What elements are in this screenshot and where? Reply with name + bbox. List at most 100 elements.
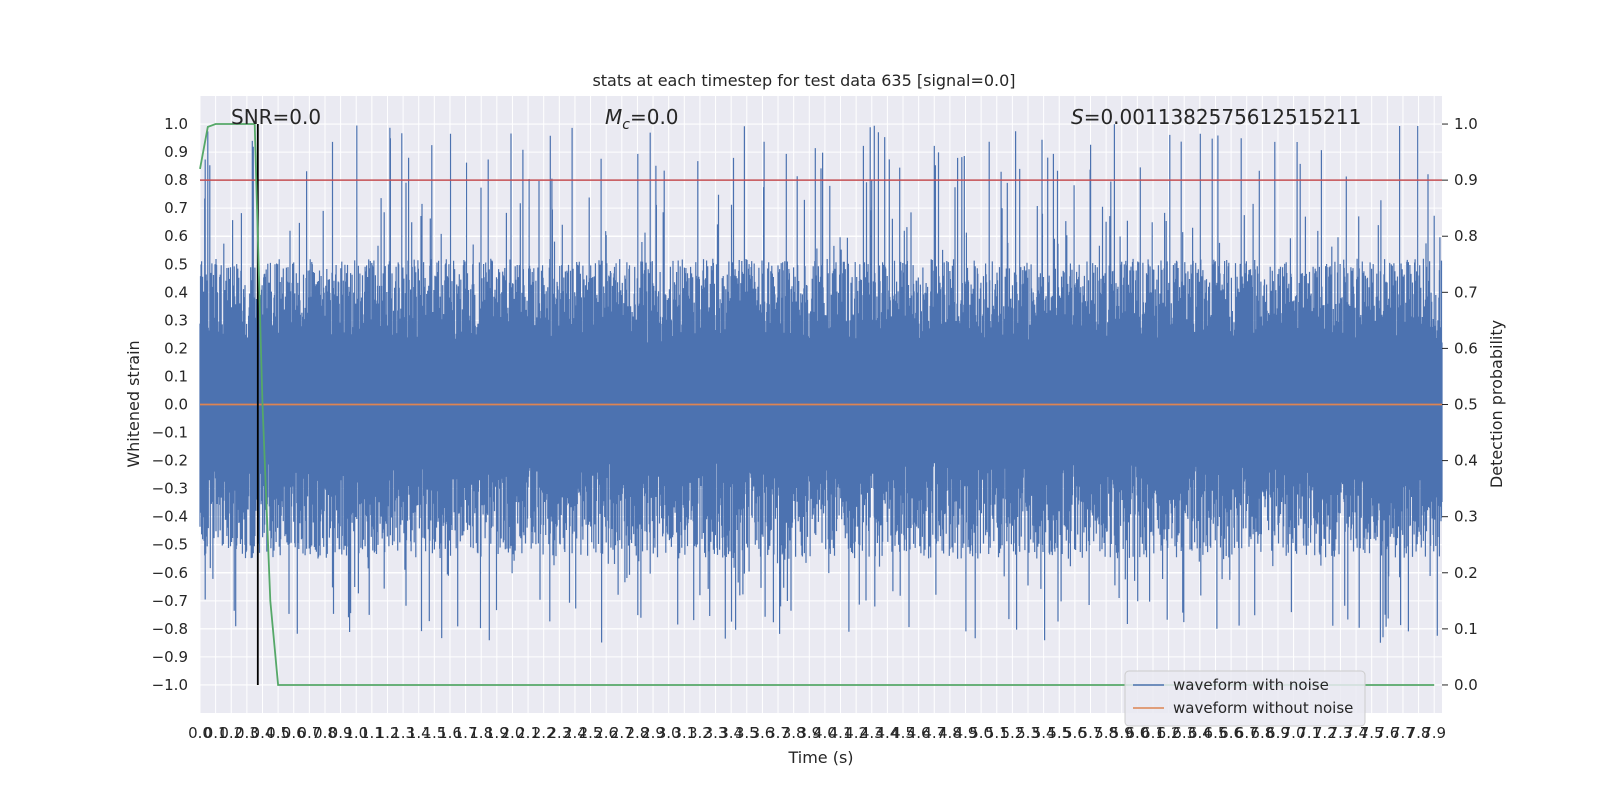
x-tick-label: 5.9 [1110,724,1134,742]
x-tick-label: 7.9 [1422,724,1446,742]
chirp-mass-value: =0.0 [630,105,679,129]
x-tick-label: 0.4 [251,724,275,742]
x-tick-label: 6.4 [1188,724,1212,742]
x-axis-label: Time (s) [787,748,853,767]
x-tick-label: 3.7 [766,724,790,742]
y-tick-label-left: 0.4 [164,283,188,301]
y-tick-labels-right: 1.0 0.9 0.8 0.7 0.6 0.5 0.4 0.3 0.2 0.1 0.0 [1442,115,1478,694]
y-tick-label-right: 0.7 [1454,283,1478,301]
x-tick-label: 4.9 [954,724,978,742]
s-symbol: S [1071,105,1084,129]
x-tick-label: 0.9 [329,724,353,742]
x-tick-label: 1.1 [360,724,384,742]
x-tick-label: 7.3 [1329,724,1353,742]
y-tick-label-left: 0.3 [164,311,188,329]
x-tick-label: 4.5 [891,724,915,742]
chirp-mass-annotation: Mc=0.0 [605,105,679,133]
y-tick-label-right: 1.0 [1454,115,1478,133]
y-tick-label-right: 0.1 [1454,620,1478,638]
x-tick-label: 1.9 [485,724,509,742]
legend-label-noise: waveform with noise [1173,676,1329,694]
x-tick-label: 3.9 [797,724,821,742]
chirp-mass-symbol: M [605,105,622,129]
chart-title: stats at each timestep for test data 635… [592,71,1015,90]
x-tick-label: 5.5 [1047,724,1071,742]
x-tick-label: 4.2 [844,724,868,742]
y-tick-label-left: −0.5 [152,536,188,554]
x-tick-label: 5.3 [1016,724,1040,742]
x-tick-label: 0.7 [297,724,321,742]
x-tick-label: 0.2 [219,724,243,742]
x-tick-label: 6.7 [1235,724,1259,742]
x-tick-label: 6.3 [1172,724,1196,742]
x-tick-label: 0.6 [282,724,306,742]
x-tick-label: 3.3 [704,724,728,742]
y-tick-label-left: 0.2 [164,339,188,357]
y-tick-label-right: 0.5 [1454,396,1478,414]
x-tick-label: 5.1 [985,724,1009,742]
snr-annotation: SNR=0.0 [231,105,321,129]
x-tick-label: 2.1 [516,724,540,742]
y-tick-label-left: 1.0 [164,115,188,133]
y-tick-label-left: 0.0 [164,396,188,414]
x-tick-label: 3.2 [688,724,712,742]
x-tick-label: 2.8 [626,724,650,742]
x-tick-label: 2.4 [563,724,587,742]
y-tick-label-left: 0.5 [164,255,188,273]
x-tick-label: 3.6 [750,724,774,742]
x-tick-label: 7.8 [1407,724,1431,742]
s-value: =0.0011382575612515211 [1084,105,1362,129]
x-tick-label: 7.2 [1313,724,1337,742]
x-tick-label: 2.6 [594,724,618,742]
x-tick-label: 7.4 [1344,724,1368,742]
x-tick-label: 7.1 [1297,724,1321,742]
legend-label-clean: waveform without noise [1173,699,1353,717]
detection-probability-line [199,123,1435,686]
x-tick-label: 3.0 [657,724,681,742]
x-tick-label: 0.1 [204,724,228,742]
x-tick-label: 6.2 [1157,724,1181,742]
x-tick-label: 1.4 [407,724,431,742]
noise-waveform [199,124,1443,643]
x-tick-label: 2.0 [501,724,525,742]
y-tick-label-left: −0.9 [152,648,188,666]
x-tick-label: 4.0 [813,724,837,742]
y-tick-label-right: 0.4 [1454,452,1478,470]
y-tick-label-left: −0.1 [152,424,188,442]
x-tick-label: 2.7 [610,724,634,742]
x-tick-label: 6.9 [1266,724,1290,742]
x-tick-label: 1.6 [438,724,462,742]
x-tick-label: 4.1 [829,724,853,742]
x-tick-label: 6.1 [1141,724,1165,742]
y-tick-label-left: 0.8 [164,171,188,189]
x-tick-label: 6.0 [1125,724,1149,742]
x-tick-label: 4.4 [875,724,899,742]
x-tick-label: 3.5 [735,724,759,742]
x-tick-labels: 0.00.10.20.30.40.50.60.70.80.91.01.11.21… [188,724,1446,742]
x-tick-label: 5.8 [1094,724,1118,742]
y-tick-label-left: −0.3 [152,480,188,498]
x-tick-label: 2.5 [579,724,603,742]
y-tick-label-left: −0.4 [152,508,188,526]
y-tick-label-right: 0.6 [1454,339,1478,357]
x-tick-label: 3.1 [672,724,696,742]
x-tick-label: 0.5 [266,724,290,742]
x-tick-label: 4.8 [938,724,962,742]
s-annotation: S=0.0011382575612515211 [1071,105,1361,129]
x-tick-label: 1.7 [454,724,478,742]
y-tick-label-left: 0.6 [164,227,188,245]
x-tick-label: 1.3 [391,724,415,742]
legend: waveform with noise waveform without noi… [1124,670,1366,727]
x-tick-label: 1.5 [422,724,446,742]
x-tick-label: 4.3 [860,724,884,742]
x-tick-label: 7.5 [1360,724,1384,742]
x-tick-label: 2.9 [641,724,665,742]
x-tick-label: 5.0 [969,724,993,742]
x-tick-label: 7.7 [1391,724,1415,742]
x-tick-label: 6.5 [1204,724,1228,742]
y-tick-label-left: −0.7 [152,592,188,610]
x-tick-label: 0.3 [235,724,259,742]
x-tick-label: 5.7 [1079,724,1103,742]
x-tick-label: 4.6 [907,724,931,742]
